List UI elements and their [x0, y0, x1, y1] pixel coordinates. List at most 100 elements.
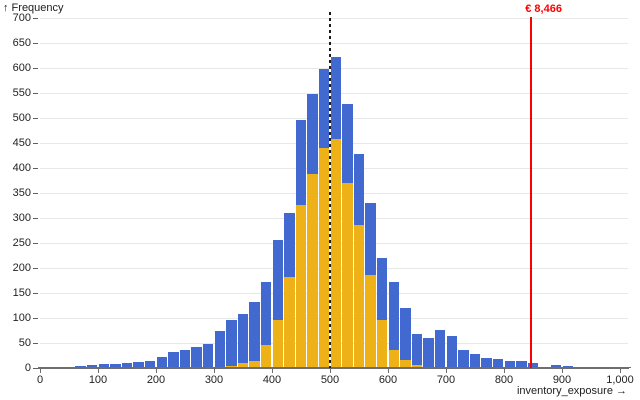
x-axis-label: inventory_exposure → [516, 385, 627, 397]
histogram-bar-total-frequency [121, 362, 133, 368]
y-tick-label: 500 [12, 112, 31, 124]
histogram-bar-highlighted-subset [272, 319, 284, 368]
histogram-bar-total-frequency [527, 362, 539, 368]
histogram-bar-total-frequency [423, 338, 434, 368]
x-tick-label: 0 [36, 374, 44, 386]
histogram-bar-highlighted-subset [307, 173, 318, 368]
y-tick-mark [33, 268, 38, 269]
histogram-bar-total-frequency [75, 365, 86, 368]
histogram-bar-highlighted-subset [318, 148, 330, 368]
x-tick-mark [619, 368, 621, 373]
y-tick-label: 300 [12, 212, 31, 224]
x-tick-label: 600 [378, 374, 398, 386]
histogram-bar-total-frequency [202, 344, 214, 368]
y-tick-label: 700 [12, 12, 31, 24]
y-tick-mark [33, 168, 38, 169]
y-tick-mark [33, 368, 38, 369]
histogram-bar-total-frequency [237, 314, 249, 368]
histogram-bar-total-frequency [226, 320, 237, 368]
x-tick-label: 900 [552, 374, 572, 386]
x-tick-label: 200 [146, 374, 166, 386]
y-tick-mark [33, 68, 38, 69]
histogram-bar-total-frequency [214, 330, 226, 368]
y-tick-mark [33, 293, 38, 294]
histogram-bar-total-frequency [516, 361, 527, 368]
x-tick-label: 1,000 [606, 374, 634, 386]
y-tick-label: 150 [12, 287, 31, 299]
threshold-line-label: € 8,466 [525, 3, 562, 15]
gridline [40, 18, 628, 19]
histogram-bar-highlighted-subset [330, 138, 342, 368]
y-tick-mark [33, 118, 38, 119]
x-tick-label: 400 [262, 374, 282, 386]
y-tick-label: 650 [12, 37, 31, 49]
histogram-bar-total-frequency [400, 308, 411, 368]
y-tick-label: 100 [12, 312, 31, 324]
histogram-bar-total-frequency [133, 361, 144, 368]
y-tick-mark [33, 18, 38, 19]
y-tick-label: 50 [18, 337, 31, 349]
histogram-bar-total-frequency [481, 357, 492, 368]
threshold-line [530, 17, 533, 368]
y-tick-label: 400 [12, 162, 31, 174]
x-tick-mark [445, 368, 447, 373]
x-tick-mark [39, 368, 41, 373]
histogram-bar-highlighted-subset [226, 365, 237, 368]
histogram-bar-total-frequency [446, 336, 458, 368]
histogram-bar-highlighted-subset [353, 225, 365, 368]
x-tick-label: 300 [204, 374, 224, 386]
x-tick-label: 800 [494, 374, 514, 386]
x-tick-mark [387, 368, 389, 373]
histogram-bar-total-frequency [144, 361, 156, 368]
histogram-bar-highlighted-subset [365, 275, 376, 368]
y-tick-label: 350 [12, 187, 31, 199]
y-tick-mark [33, 343, 38, 344]
histogram-bar-total-frequency [469, 354, 481, 368]
histogram-bar-total-frequency [156, 357, 168, 368]
histogram-bar-total-frequency [458, 349, 469, 368]
gridline [40, 43, 628, 44]
histogram-bar-total-frequency [376, 258, 388, 368]
x-tick-mark [155, 368, 157, 373]
histogram-bar-total-frequency [168, 352, 179, 368]
x-tick-mark [213, 368, 215, 373]
y-tick-mark [33, 243, 38, 244]
y-tick-mark [33, 193, 38, 194]
histogram-bar-highlighted-subset [295, 204, 307, 368]
histogram-bar-total-frequency [550, 364, 562, 368]
x-tick-label: 700 [436, 374, 456, 386]
histogram-bar-total-frequency [492, 359, 504, 368]
x-tick-label: 500 [320, 374, 340, 386]
histogram-bar-highlighted-subset [342, 182, 353, 368]
histogram-bar-total-frequency [191, 347, 202, 368]
histogram-bar-highlighted-subset [249, 360, 260, 368]
y-tick-mark [33, 93, 38, 94]
histogram-bar-highlighted-subset [400, 360, 411, 368]
histogram-bar-total-frequency [434, 330, 446, 368]
histogram-bar-total-frequency [98, 363, 110, 368]
histogram-bar-total-frequency [504, 360, 516, 368]
y-tick-label: 200 [12, 262, 31, 274]
y-tick-mark [33, 143, 38, 144]
x-tick-mark [97, 368, 99, 373]
x-tick-mark [503, 368, 505, 373]
histogram-bar-highlighted-subset [376, 320, 388, 368]
histogram-bar-total-frequency [272, 240, 284, 368]
y-tick-label: 600 [12, 62, 31, 74]
x-tick-mark [561, 368, 563, 373]
histogram-bar-highlighted-subset [237, 363, 249, 368]
x-axis-line [38, 367, 629, 369]
histogram-bar-total-frequency [179, 350, 191, 368]
y-axis-label: ↑ Frequency [3, 2, 64, 14]
histogram-bar-total-frequency [388, 281, 400, 368]
x-tick-mark [329, 368, 331, 373]
x-tick-label: 100 [88, 374, 108, 386]
histogram-bar-total-frequency [260, 282, 272, 368]
median-line [329, 12, 331, 368]
histogram-bar-highlighted-subset [411, 365, 423, 368]
histogram-bar-highlighted-subset [284, 276, 295, 368]
histogram-bar-total-frequency [86, 364, 98, 368]
histogram-bar-total-frequency [411, 333, 423, 368]
y-tick-mark [33, 318, 38, 319]
